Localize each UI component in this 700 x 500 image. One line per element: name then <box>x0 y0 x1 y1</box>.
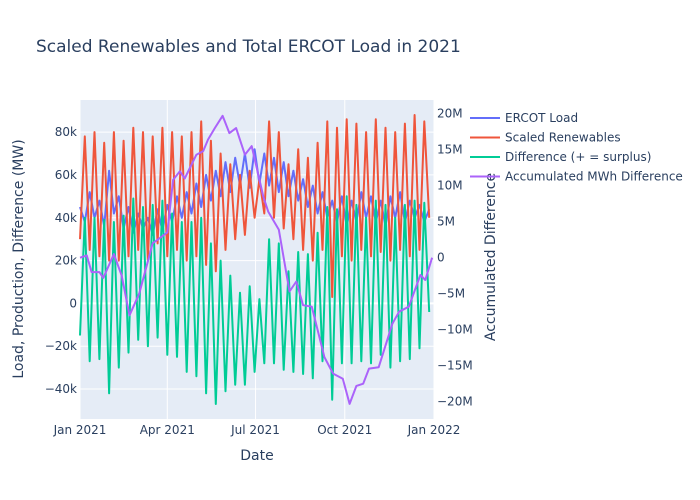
y-tick-label: 40k <box>55 211 77 225</box>
x-tick-label: Jan 2021 <box>53 423 107 437</box>
ticks: 80k 60k 40k 20k 0 −20k −40k Jan 2021 Apr 2021 Jul… <box>45 107 473 437</box>
y2-tick-label: −10M <box>437 323 473 337</box>
y2-tick-label: −5M <box>437 287 465 301</box>
legend-label: Scaled Renewables <box>505 131 621 145</box>
legend-item-accumulated-mwh-difference[interactable]: Accumulated MWh Difference <box>470 170 683 184</box>
legend-item-scaled-renewables[interactable]: Scaled Renewables <box>470 131 621 145</box>
x-tick-label: Jul 2021 <box>230 423 280 437</box>
y-axis-title: Load, Production, Difference (MW) <box>11 139 27 378</box>
y-tick-label: −40k <box>45 382 77 396</box>
x-tick-label: Apr 2021 <box>140 423 195 437</box>
legend-item-difference-surplus[interactable]: Difference (+ = surplus) <box>470 150 651 164</box>
legend-label: Difference (+ = surplus) <box>505 150 651 164</box>
x-tick-label: Oct 2021 <box>317 423 372 437</box>
chart-title: Scaled Renewables and Total ERCOT Load i… <box>36 37 461 57</box>
traces <box>79 114 434 405</box>
y-tick-label: 20k <box>55 254 77 268</box>
legend-label: Accumulated MWh Difference <box>505 170 683 184</box>
x-axis-title: Date <box>240 448 273 464</box>
y-tick-label: −20k <box>45 339 77 353</box>
legend: ERCOT Load Scaled Renewables Difference (+… <box>470 111 683 184</box>
series-line-scaled-renewables <box>79 114 431 298</box>
series-line-accumulated-mwh-difference <box>79 114 434 405</box>
legend-item-ercot-load[interactable]: ERCOT Load <box>470 111 578 125</box>
series-line-ercot-load <box>79 148 431 236</box>
legend-label: ERCOT Load <box>505 111 578 125</box>
y2-axis-title: Accumulated Difference <box>483 173 499 341</box>
y2-tick-label: 20M <box>437 107 463 121</box>
y-tick-label: 0 <box>69 296 77 310</box>
y2-tick-label: 10M <box>437 179 463 193</box>
y2-tick-label: 0 <box>437 251 445 265</box>
series-line-difference-surplus <box>79 195 431 405</box>
y-tick-label: 80k <box>55 125 77 139</box>
y2-tick-label: 5M <box>437 215 455 229</box>
y-tick-label: 60k <box>55 168 77 182</box>
y2-tick-label: −15M <box>437 359 473 373</box>
y2-tick-label: −20M <box>437 395 473 409</box>
y2-tick-label: 15M <box>437 143 463 157</box>
x-tick-label: Jan 2022 <box>407 423 461 437</box>
